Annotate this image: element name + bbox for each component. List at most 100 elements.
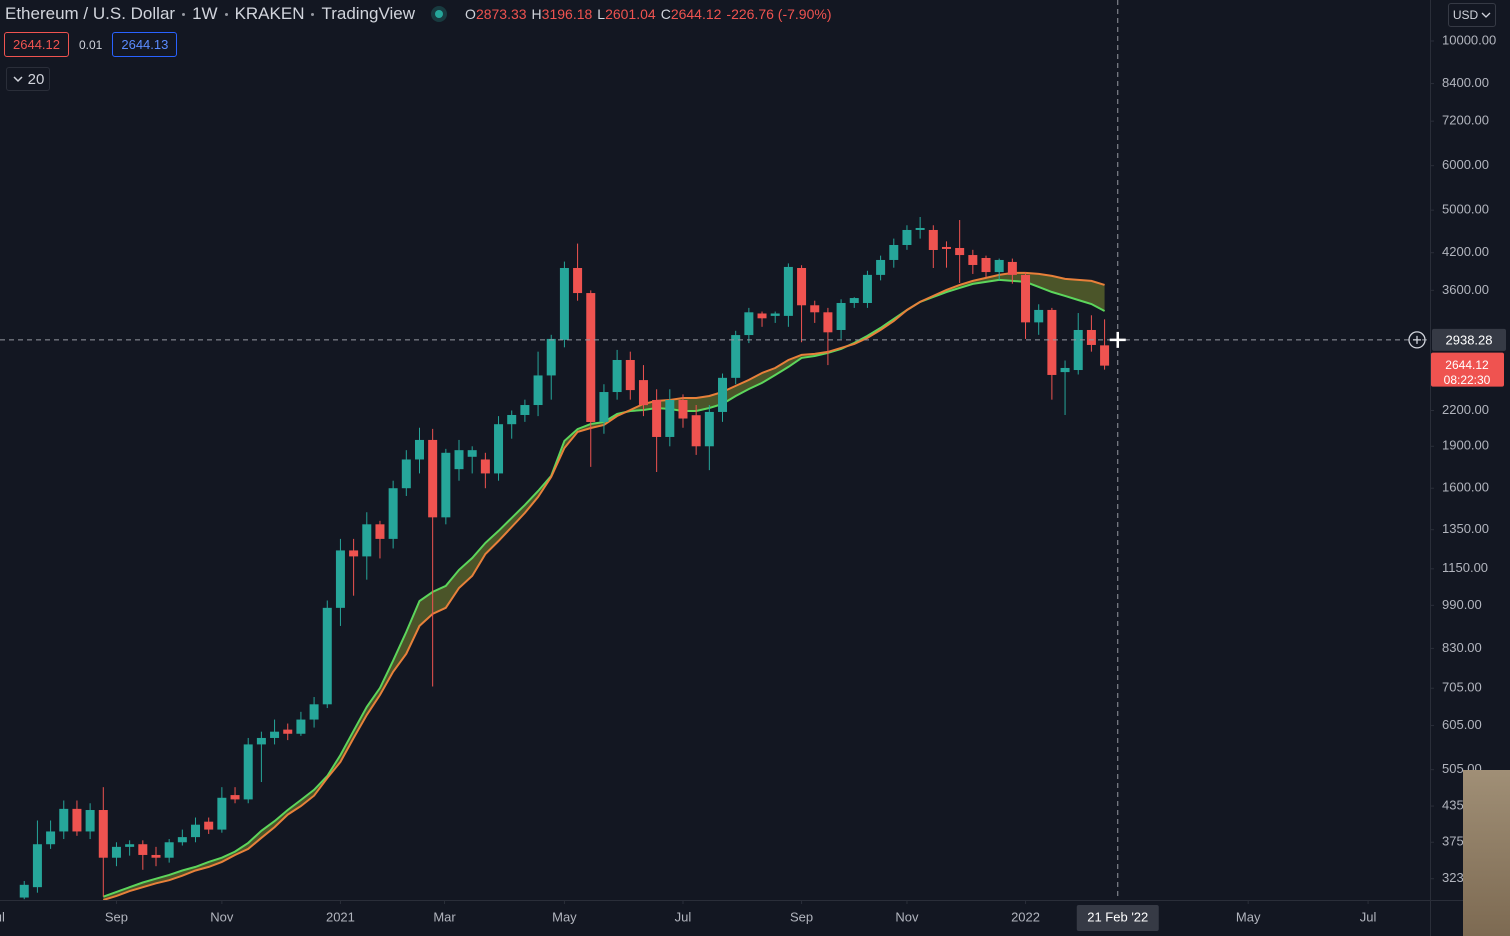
candle-body [283, 729, 293, 734]
x-tick-label: Nov [210, 909, 234, 924]
candle-body [928, 229, 938, 250]
candle-body [441, 452, 451, 518]
candle-body [691, 415, 701, 447]
candle-body [533, 375, 543, 406]
separator [311, 12, 315, 16]
y-tick-label: 830.00 [1442, 640, 1482, 655]
x-tick-label: Nov [895, 909, 919, 924]
candle-body [230, 795, 240, 800]
ema-band [103, 272, 1105, 900]
y-tick-label: 2200.00 [1442, 402, 1489, 417]
currency-menu[interactable]: USD [1448, 3, 1496, 27]
y-tick-label: 8400.00 [1442, 75, 1489, 90]
candle-body [1060, 367, 1070, 373]
candle-body [138, 844, 148, 855]
crosshair-price-label: 2938.28 [1446, 332, 1493, 347]
candle-body [889, 244, 899, 260]
source: TradingView [321, 4, 416, 23]
candle-body [1047, 309, 1057, 375]
x-tick-label: Sep [105, 909, 128, 924]
x-tick-label: 2021 [326, 909, 355, 924]
candle-body [678, 399, 688, 419]
y-tick-label: 4200.00 [1442, 244, 1489, 259]
y-tick-label: 705.00 [1442, 680, 1482, 695]
candle-body [902, 229, 912, 245]
candle-body [111, 846, 121, 858]
sell-button[interactable]: 2644.12 [4, 32, 69, 57]
candle-body [836, 302, 846, 330]
candle-body [665, 399, 675, 437]
candle-body [85, 810, 95, 832]
ema-line [103, 271, 1105, 900]
label: C [660, 6, 671, 22]
candle-body [1034, 309, 1044, 323]
label: L [597, 6, 606, 22]
y-tick-label: 3600.00 [1442, 282, 1489, 297]
video-overlay [1463, 770, 1510, 936]
x-tick-label: 2022 [1011, 909, 1040, 924]
candle-body [388, 488, 398, 539]
crosshair-price-box [1432, 328, 1506, 351]
candle-body [625, 359, 635, 391]
ema-line [102, 278, 1106, 898]
y-tick-label: 1150.00 [1442, 560, 1488, 575]
candle-body [1021, 274, 1031, 323]
indicators-toggle[interactable]: 20 [6, 67, 50, 91]
candle-body [1007, 261, 1017, 275]
x-tick-label: Sep [790, 909, 813, 924]
separator [182, 12, 186, 16]
candle-body [46, 831, 56, 845]
candle-body [125, 844, 135, 847]
y-tick-label: 1350.00 [1442, 521, 1489, 536]
candle-body [810, 305, 820, 313]
value: 2644.12 [670, 6, 722, 22]
candle-body [955, 247, 965, 256]
symbol[interactable]: Ethereum / U.S. Dollar [5, 4, 176, 23]
candle-body [98, 810, 108, 858]
x-tick-label: Jul [675, 909, 692, 924]
ohlc-close: C2644.12 [661, 6, 722, 22]
label: H [531, 6, 542, 22]
candle-body [994, 259, 1004, 273]
candle-body [981, 257, 991, 273]
market-status[interactable] [435, 10, 444, 18]
x-tick-label: May [1236, 909, 1261, 924]
candle-body [243, 744, 253, 800]
candle-body [270, 731, 280, 738]
candle-body [731, 335, 741, 378]
candle-body [520, 405, 530, 415]
candle-body [204, 821, 214, 830]
candle-body [467, 450, 477, 457]
candle-body [744, 312, 754, 336]
candle-body [335, 550, 345, 608]
candle-body [454, 450, 464, 470]
candle-body [968, 255, 978, 265]
candle-body [797, 267, 807, 306]
y-tick-label: 7200.00 [1442, 113, 1489, 128]
value: 3196.18 [541, 6, 593, 22]
indicator-count: 20 [27, 70, 45, 88]
icon-circle [1408, 331, 1426, 349]
candle-body [599, 392, 609, 422]
candle-body [783, 266, 793, 316]
ohlc-open: O2873.33 [465, 6, 527, 22]
plot-area [0, 216, 1430, 900]
candle-body [72, 808, 82, 832]
value: 2873.33 [475, 6, 527, 22]
candle-body [757, 313, 767, 319]
x-tick-label: Jul [1360, 909, 1377, 924]
interval[interactable]: 1W [192, 4, 218, 23]
candle-body [638, 380, 648, 406]
candle-body [428, 439, 438, 518]
add-alert-icon[interactable] [1408, 331, 1426, 349]
candle-body [652, 399, 662, 437]
change: -226.76 (-7.90%) [726, 6, 832, 22]
spread: 0.01 [79, 37, 103, 52]
chart-header: Ethereum / U.S. Dollar 1W KRAKEN Trading… [5, 3, 831, 25]
buy-button[interactable]: 2644.13 [112, 32, 178, 57]
y-tick-label: 990.00 [1442, 597, 1482, 612]
currency: USD [1452, 8, 1479, 22]
last-price-label: 2644.12 [1445, 358, 1489, 372]
y-tick-label: 605.00 [1442, 717, 1482, 732]
